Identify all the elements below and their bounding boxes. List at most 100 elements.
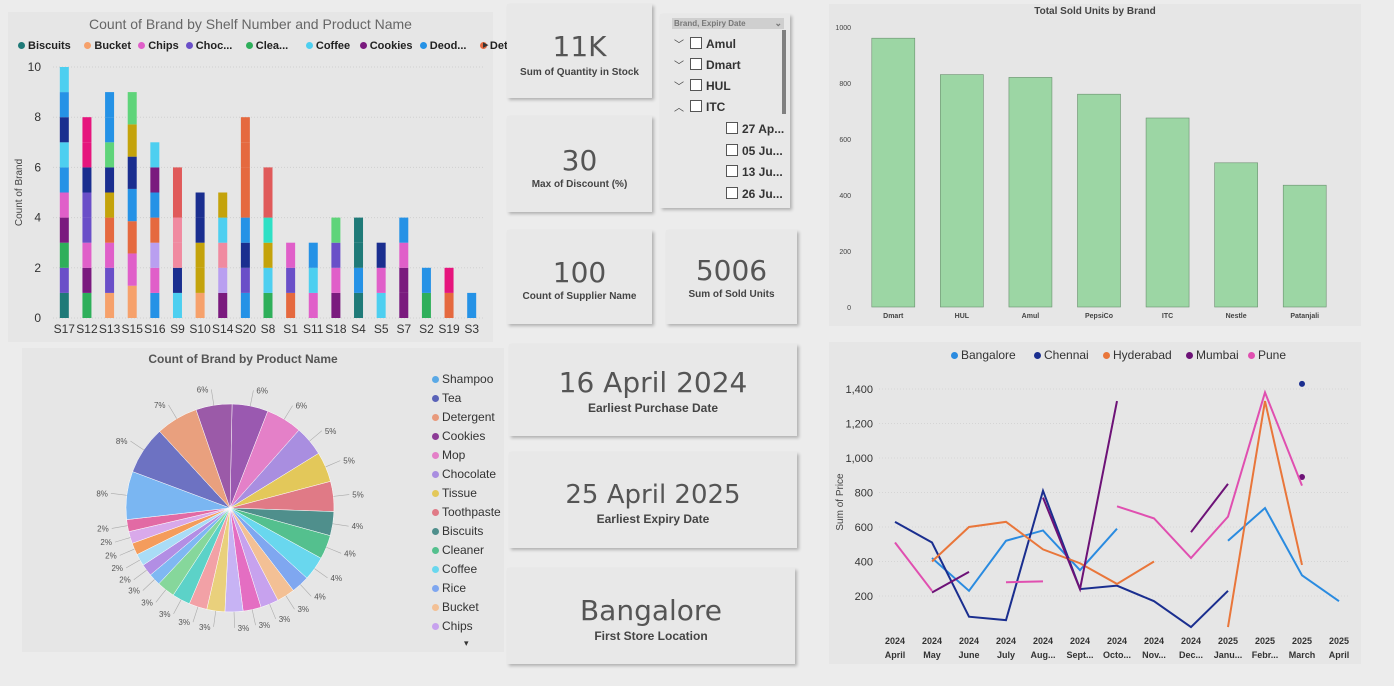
chevron-down-icon[interactable]: ﹀ <box>674 82 684 93</box>
shelf-bar-segment[interactable] <box>105 292 115 318</box>
price-line-chart[interactable]: 200 400 600 800 1,000 1,200 1,400 Sum of Price 2… <box>829 342 1361 664</box>
shelf-bar-segment[interactable] <box>308 267 318 293</box>
shelf-bar-segment[interactable] <box>218 242 228 268</box>
shelf-bar-segment[interactable] <box>59 292 69 318</box>
checkbox[interactable] <box>690 79 702 91</box>
pie-legend-item-bucket[interactable]: Bucket <box>432 600 479 614</box>
shelf-bar-segment[interactable] <box>172 292 182 318</box>
shelf-bar-segment[interactable] <box>150 167 160 193</box>
pie-legend-item-tissue[interactable]: Tissue <box>432 486 477 500</box>
city-legend-item-mumbai[interactable]: Mumbai <box>1186 348 1239 362</box>
supplier-count-card[interactable]: 100 Count of Supplier Name <box>507 230 652 324</box>
pie-legend-item-chips[interactable]: Chips <box>432 619 473 633</box>
slicer-date-item[interactable]: 27 Ap... <box>726 122 784 142</box>
shelf-bar-segment[interactable] <box>150 217 160 243</box>
pie-legend-item-cleaner[interactable]: Cleaner <box>432 543 484 557</box>
shelf-bar-segment[interactable] <box>82 292 92 318</box>
expiry-date-card[interactable]: 25 April 2025 Earliest Expiry Date <box>509 452 797 548</box>
slicer-list[interactable]: ﹀ Amul ﹀ Dmart ﹀ HUL ︿ ITC 27 Ap... 05 Ju... 13 Ju… <box>674 34 784 204</box>
shelf-bar-segment[interactable] <box>172 167 182 193</box>
pie-slice[interactable] <box>195 403 233 509</box>
shelf-bar-segment[interactable] <box>82 167 92 193</box>
shelf-bar-segment[interactable] <box>195 192 205 218</box>
sold-units-chart-panel[interactable]: Total Sold Units by Brand 0 200 400 600 800 10… <box>829 4 1361 326</box>
shelf-bar-segment[interactable] <box>218 192 228 218</box>
shelf-bar-segment[interactable] <box>195 242 205 268</box>
series-point-mumbai[interactable] <box>1299 473 1305 480</box>
shelf-bar-segment[interactable] <box>127 188 137 222</box>
shelf-bar-segment[interactable] <box>240 267 250 293</box>
shelf-legend-item-bucket[interactable]: Bucket <box>84 40 131 52</box>
shelf-bar-segment[interactable] <box>240 192 250 218</box>
shelf-bar-segment[interactable] <box>240 142 250 168</box>
shelf-bar-segment[interactable] <box>376 242 386 268</box>
checkbox[interactable] <box>690 37 702 49</box>
series-line-bangalore[interactable] <box>1227 506 1340 602</box>
pie-legend-item-biscuits[interactable]: Biscuits <box>432 524 483 538</box>
shelf-bar-segment[interactable] <box>218 267 228 293</box>
shelf-bar-segment[interactable] <box>59 92 69 118</box>
pie-legend-item-mop[interactable]: Mop <box>432 448 465 462</box>
shelf-bar-segment[interactable] <box>172 192 182 218</box>
shelf-bar-segment[interactable] <box>240 292 250 318</box>
shelf-legend-item-deod[interactable]: Deod... <box>419 40 466 52</box>
shelf-bar-segment[interactable] <box>82 117 92 143</box>
shelf-legend-item-chips[interactable]: Chips <box>138 40 179 52</box>
slicer-item-hul[interactable]: ﹀ HUL <box>674 78 731 98</box>
shelf-bar-segment[interactable] <box>59 242 69 268</box>
shelf-bar-segment[interactable] <box>127 221 137 254</box>
shelf-bar-segment[interactable] <box>467 292 477 318</box>
shelf-bar-segment[interactable] <box>286 292 296 318</box>
legend-next-arrow-icon[interactable]: ▸ <box>483 39 489 51</box>
shelf-legend-item-choc[interactable]: Choc... <box>185 40 232 52</box>
purchase-date-card[interactable]: 16 April 2024 Earliest Purchase Date <box>509 344 797 436</box>
shelf-bar-segment[interactable] <box>263 292 273 318</box>
shelf-bar-segment[interactable] <box>399 292 409 318</box>
shelf-bar-segment[interactable] <box>59 167 69 193</box>
shelf-bar-segment[interactable] <box>263 267 273 293</box>
series-line-mumbai[interactable] <box>931 570 970 594</box>
max-discount-card[interactable]: 30 Max of Discount (%) <box>507 116 652 212</box>
slicer-date-item[interactable]: 05 Ju... <box>726 143 783 164</box>
shelf-bar-segment[interactable] <box>354 292 364 318</box>
shelf-bar-segment[interactable] <box>331 292 341 318</box>
series-line-hyderabad[interactable] <box>1227 400 1303 628</box>
checkbox[interactable] <box>690 100 702 112</box>
shelf-bar-segment[interactable] <box>172 242 182 268</box>
shelf-bar-segment[interactable] <box>105 92 115 118</box>
shelf-bar-segment[interactable] <box>150 242 160 268</box>
shelf-bar-segment[interactable] <box>105 117 115 143</box>
shelf-bar-segment[interactable] <box>263 192 273 218</box>
shelf-bar-segment[interactable] <box>399 267 409 293</box>
shelf-bar-segment[interactable] <box>421 292 431 318</box>
shelf-bar-segment[interactable] <box>150 192 160 218</box>
sold-units-bar-pepsico[interactable] <box>1077 93 1121 308</box>
series-line-hyderabad[interactable] <box>931 520 1155 586</box>
shelf-bar-segment[interactable] <box>240 167 250 193</box>
chevron-down-icon[interactable]: ﹀ <box>674 61 684 72</box>
shelf-bar-segment[interactable] <box>195 217 205 243</box>
sold-units-bar-nestle[interactable] <box>1214 162 1258 308</box>
shelf-bar-segment[interactable] <box>172 267 182 293</box>
city-legend-item-pune[interactable]: Pune <box>1248 348 1286 362</box>
shelf-bar-segment[interactable] <box>127 124 137 157</box>
chevron-down-icon[interactable]: ﹀ <box>674 40 684 51</box>
slicer-date-item[interactable]: 26 Ju... <box>726 186 783 207</box>
shelf-bar-segment[interactable] <box>331 217 341 243</box>
shelf-chart-panel[interactable]: Count of Brand by Shelf Number and Produ… <box>8 12 527 342</box>
pie-legend-item-chocolate[interactable]: Chocolate <box>432 467 496 481</box>
sold-units-bar-patanjali[interactable] <box>1282 184 1327 308</box>
chevron-down-icon[interactable]: ⌄ <box>774 18 782 28</box>
brand-expiry-slicer[interactable]: Brand, Expiry Date ⌄ ﹀ Amul ﹀ Dmart ﹀ HUL ︿ ITC… <box>660 14 790 208</box>
series-line-mumbai[interactable] <box>1042 400 1118 593</box>
shelf-bar-segment[interactable] <box>150 142 160 168</box>
slicer-header[interactable]: Brand, Expiry Date ⌄ <box>672 18 784 29</box>
series-line-chennai[interactable] <box>894 487 1229 629</box>
shelf-bar-segment[interactable] <box>105 142 115 168</box>
shelf-bar-segment[interactable] <box>286 267 296 293</box>
shelf-stacked-bar-chart[interactable]: 0 2 4 6 8 10 Count of Brand S17 S12 S13 S15 S16 S9 S1… <box>8 12 493 342</box>
series-line-pune[interactable] <box>1116 389 1303 560</box>
pie-legend-item-toothpaste[interactable]: Toothpaste <box>432 505 501 519</box>
pie-legend-item-cookies[interactable]: Cookies <box>432 429 485 443</box>
pie-legend-item-tea[interactable]: Tea <box>432 391 461 405</box>
